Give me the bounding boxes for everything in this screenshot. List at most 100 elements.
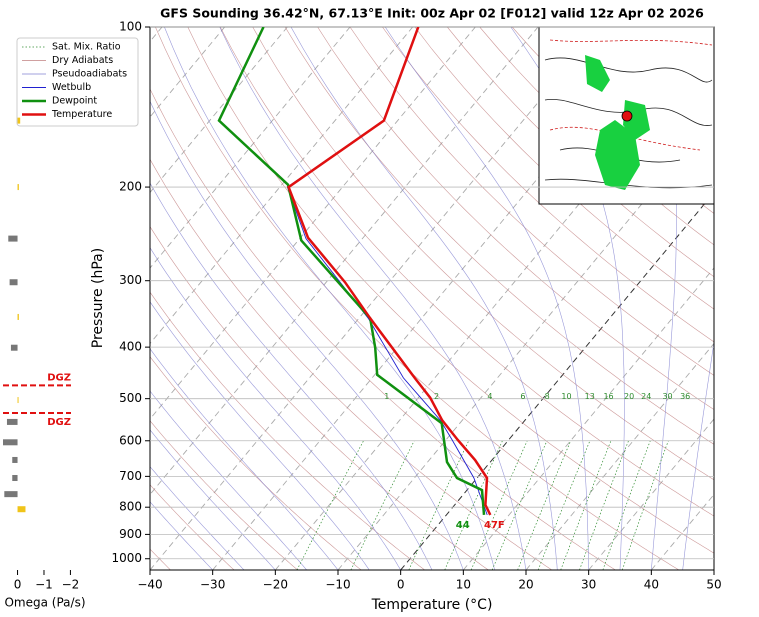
legend-label: Sat. Mix. Ratio bbox=[52, 42, 121, 53]
mixing-ratio-label: 13 bbox=[585, 392, 595, 401]
pseudoadiabat bbox=[150, 501, 213, 570]
profile-line bbox=[287, 27, 492, 516]
dry-adiabat bbox=[252, 27, 714, 481]
mixing-ratio-label: 2 bbox=[434, 392, 439, 401]
legend-label: Dry Adiabats bbox=[52, 55, 113, 66]
pseudoadiabat bbox=[150, 182, 433, 570]
dry-adiabat bbox=[382, 27, 714, 343]
isotherm bbox=[462, 267, 714, 570]
mixing-ratio-label: 24 bbox=[641, 392, 651, 401]
y-tick-label: 800 bbox=[119, 500, 142, 514]
dry-adiabat bbox=[284, 27, 714, 445]
legend-label: Pseudoadiabats bbox=[52, 69, 127, 80]
y-tick-label: 600 bbox=[119, 433, 142, 447]
mixing-ratio-label: 36 bbox=[680, 392, 690, 401]
pseudoadiabat bbox=[384, 27, 589, 570]
dry-adiabat bbox=[349, 27, 714, 376]
y-tick-label: 1000 bbox=[111, 551, 142, 565]
pseudoadiabat bbox=[219, 27, 527, 570]
x-tick-label: −30 bbox=[200, 578, 225, 592]
pseudoadiabat bbox=[150, 348, 339, 570]
omega-bar bbox=[17, 184, 19, 191]
dry-adiabat bbox=[150, 88, 616, 570]
pseudoadiabat bbox=[150, 247, 401, 570]
omega-bar bbox=[17, 397, 19, 404]
isotherm bbox=[400, 191, 714, 570]
dry-adiabat bbox=[155, 27, 680, 570]
dgz-label: DGZ bbox=[47, 372, 71, 383]
pseudoadiabat bbox=[150, 301, 370, 570]
isotherm bbox=[150, 27, 414, 345]
mixing-ratio-line bbox=[350, 440, 415, 570]
omega-bar bbox=[12, 456, 18, 463]
legend-label: Dewpoint bbox=[52, 96, 97, 107]
map-inset bbox=[538, 26, 715, 205]
omega-tick-label: 0 bbox=[14, 578, 22, 592]
map-location bbox=[621, 110, 633, 122]
mixing-ratio-line bbox=[602, 440, 651, 570]
isotherm bbox=[150, 27, 539, 496]
pseudoadiabat bbox=[650, 27, 677, 570]
mixing-ratio-label: 1 bbox=[384, 392, 389, 401]
pseudoadiabat bbox=[510, 27, 625, 570]
x-tick-label: 10 bbox=[456, 578, 471, 592]
dry-adiabat bbox=[150, 226, 489, 570]
y-tick-label: 500 bbox=[119, 391, 142, 405]
mixing-ratio-label: 30 bbox=[662, 392, 672, 401]
x-tick-label: −40 bbox=[137, 578, 162, 592]
x-tick-label: 20 bbox=[518, 578, 533, 592]
mixing-ratio-line bbox=[491, 440, 548, 570]
mixing-ratio-line bbox=[560, 440, 612, 570]
y-tick-label: 700 bbox=[119, 469, 142, 483]
mixing-ratio-line bbox=[517, 440, 572, 570]
mixing-ratio-line bbox=[621, 440, 669, 570]
x-tick-label: 50 bbox=[706, 578, 721, 592]
pseudoadiabat bbox=[150, 466, 245, 570]
mixing-ratio-label: 4 bbox=[487, 392, 492, 401]
x-tick-label: 40 bbox=[644, 578, 659, 592]
isotherm bbox=[713, 569, 714, 570]
omega-bar bbox=[17, 506, 26, 513]
mixing-ratio-label: 16 bbox=[603, 392, 613, 401]
mixing-ratio-line bbox=[470, 440, 528, 570]
dry-adiabat bbox=[150, 158, 552, 570]
dry-adiabat bbox=[706, 27, 714, 34]
mixing-ratio-label: 8 bbox=[545, 392, 550, 401]
pseudoadiabat bbox=[164, 27, 495, 570]
x-axis-label: Temperature (°C) bbox=[371, 597, 493, 613]
omega-axis-label: Omega (Pa/s) bbox=[4, 596, 85, 610]
omega-bar bbox=[9, 279, 18, 286]
omega-tick-label: −2 bbox=[62, 578, 80, 592]
dry-adiabat bbox=[150, 484, 235, 570]
background-lines bbox=[150, 27, 759, 570]
omega-bar bbox=[6, 418, 18, 425]
omega-bar bbox=[10, 344, 18, 351]
isotherm bbox=[150, 27, 602, 570]
pseudoadiabat bbox=[682, 340, 714, 570]
pseudoadiabat bbox=[150, 429, 276, 570]
y-tick-label: 900 bbox=[119, 527, 142, 541]
legend-label: Temperature bbox=[51, 109, 112, 120]
dry-adiabat bbox=[150, 420, 298, 570]
dry-adiabat bbox=[739, 27, 759, 570]
omega-bar bbox=[17, 117, 21, 124]
isotherm bbox=[274, 40, 714, 570]
y-tick-label: 300 bbox=[119, 273, 142, 287]
mixing-ratio-line bbox=[579, 440, 629, 570]
omega-bar bbox=[17, 313, 19, 320]
mixing-ratio-label: 20 bbox=[624, 392, 634, 401]
x-tick-label: 0 bbox=[397, 578, 405, 592]
omega-bar bbox=[4, 491, 18, 498]
legend-frame bbox=[16, 37, 139, 127]
legend: Sat. Mix. Ratio Dry Adiabats Pseudoadiabat… bbox=[16, 37, 139, 127]
surface-label: 47F bbox=[484, 520, 505, 531]
mixing-ratio-line bbox=[408, 440, 470, 570]
chart-title: GFS Sounding 36.42°N, 67.13°E Init: 00z … bbox=[160, 6, 704, 21]
dgz-label: DGZ bbox=[47, 417, 71, 428]
y-tick-label: 100 bbox=[119, 20, 142, 34]
dry-adiabat bbox=[187, 27, 714, 554]
isotherm bbox=[150, 27, 476, 420]
